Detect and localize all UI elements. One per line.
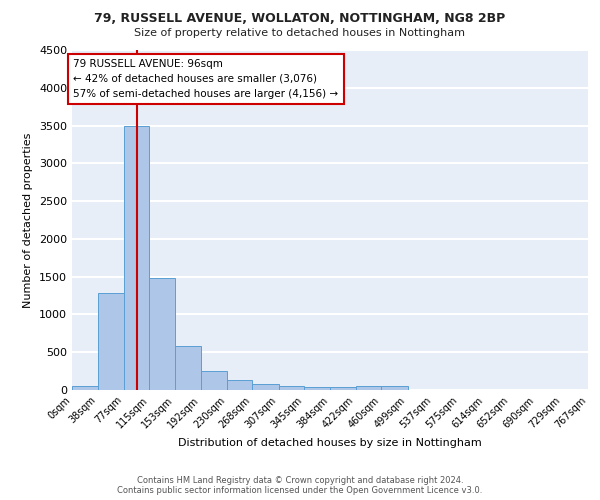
Text: 79 RUSSELL AVENUE: 96sqm
← 42% of detached houses are smaller (3,076)
57% of sem: 79 RUSSELL AVENUE: 96sqm ← 42% of detach… — [73, 59, 338, 98]
Bar — [124, 126, 149, 390]
Bar — [175, 346, 201, 390]
Bar — [72, 386, 98, 390]
X-axis label: Distribution of detached houses by size in Nottingham: Distribution of detached houses by size … — [178, 438, 482, 448]
Bar — [149, 278, 175, 390]
Bar — [252, 384, 278, 390]
Bar — [278, 386, 304, 390]
Bar — [201, 371, 227, 390]
Bar — [331, 387, 356, 390]
Bar — [98, 294, 124, 390]
Text: 79, RUSSELL AVENUE, WOLLATON, NOTTINGHAM, NG8 2BP: 79, RUSSELL AVENUE, WOLLATON, NOTTINGHAM… — [94, 12, 506, 26]
Bar — [356, 386, 382, 390]
Y-axis label: Number of detached properties: Number of detached properties — [23, 132, 34, 308]
Bar — [227, 380, 252, 390]
Bar — [382, 386, 408, 390]
Bar — [304, 387, 331, 390]
Text: Contains HM Land Registry data © Crown copyright and database right 2024.
Contai: Contains HM Land Registry data © Crown c… — [118, 476, 482, 495]
Text: Size of property relative to detached houses in Nottingham: Size of property relative to detached ho… — [134, 28, 466, 38]
